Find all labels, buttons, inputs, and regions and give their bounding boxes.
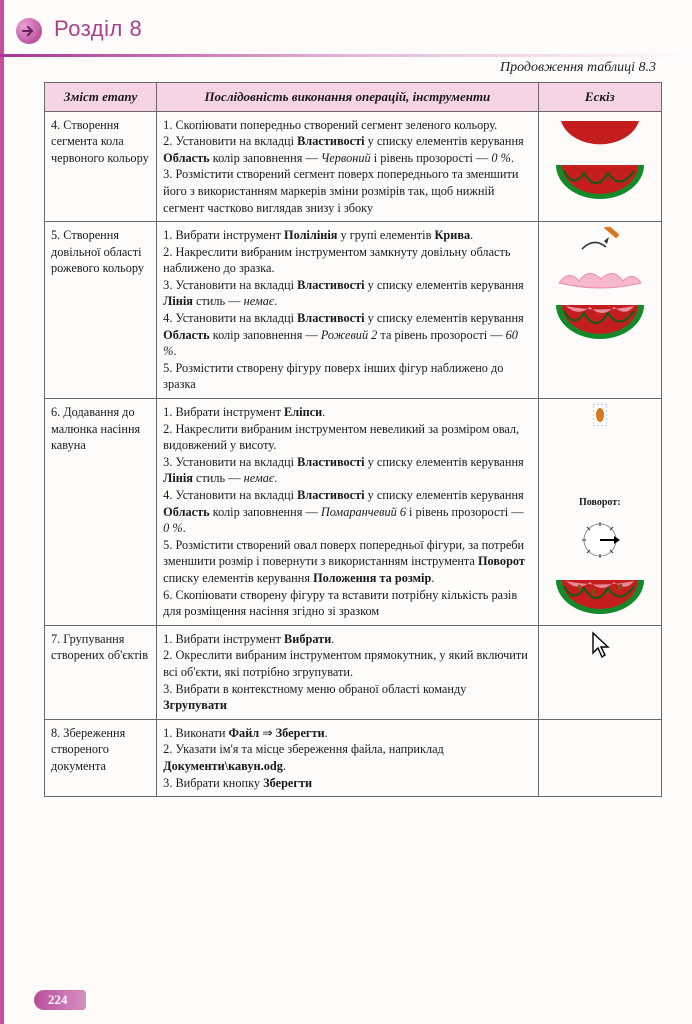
table-row: 6. Додавання до малюнка насіння кавуна 1… [45, 399, 662, 626]
cell-sketch [538, 222, 661, 399]
chapter-arrow-icon [16, 18, 42, 44]
cell-ops: 1. Вибрати інструмент Вибрати.2. Окресли… [157, 625, 538, 719]
table-row: 5. Створення довільної області рожевого … [45, 222, 662, 399]
header-gradient-bar [0, 54, 692, 57]
cell-sketch [538, 625, 661, 719]
cell-stage: 8. Збереження створеного документа [45, 719, 157, 796]
cell-stage: 6. Додавання до малюнка насіння кавуна [45, 399, 157, 626]
table-header-row: Зміст етапу Послідовність виконання опер… [45, 83, 662, 112]
table-row: 7. Групування створених об'єктів 1. Вибр… [45, 625, 662, 719]
seed-icon [593, 404, 607, 426]
cell-stage: 7. Групування створених об'єктів [45, 625, 157, 719]
col-header-stage: Зміст етапу [45, 83, 157, 112]
table-row: 8. Збереження створеного документа 1. Ви… [45, 719, 662, 796]
rotate-dial-icon [570, 512, 630, 562]
melon-with-pink-icon [554, 301, 646, 341]
pink-blob-icon [555, 265, 645, 291]
page-number: 224 [34, 990, 86, 1010]
cell-sketch-empty [538, 719, 661, 796]
melon-red-on-green-icon [554, 161, 646, 201]
cell-ops: 1. Скопіювати попередньо створений сегме… [157, 111, 538, 222]
rotate-control: Поворот: [570, 496, 630, 566]
chapter-title: Розділ 8 [54, 16, 662, 42]
cell-ops: 1. Вибрати інструмент Еліпси.2. Накресли… [157, 399, 538, 626]
pencil-icon [576, 227, 624, 255]
cell-ops: 1. Виконати Файл ⇒ Зберегти.2. Указати і… [157, 719, 538, 796]
table-row: 4. Створення сегмента кола червоного кол… [45, 111, 662, 222]
cell-sketch [538, 111, 661, 222]
page: Розділ 8 Продовження таблиці 8.3 Зміст е… [0, 0, 692, 1024]
red-semicircle-icon [557, 117, 643, 151]
cursor-icon [589, 631, 611, 659]
col-header-sketch: Ескіз [538, 83, 661, 112]
instruction-table: Зміст етапу Послідовність виконання опер… [44, 82, 662, 797]
col-header-ops: Послідовність виконання операцій, інстру… [157, 83, 538, 112]
cell-sketch: Поворот: [538, 399, 661, 626]
melon-with-seeds-icon [554, 576, 646, 616]
table-caption: Продовження таблиці 8.3 [44, 60, 656, 76]
cell-stage: 4. Створення сегмента кола червоного кол… [45, 111, 157, 222]
cell-ops: 1. Вибрати інструмент Полілінія у групі … [157, 222, 538, 399]
rotate-label: Поворот: [570, 496, 630, 510]
cell-stage: 5. Створення довільної області рожевого … [45, 222, 157, 399]
